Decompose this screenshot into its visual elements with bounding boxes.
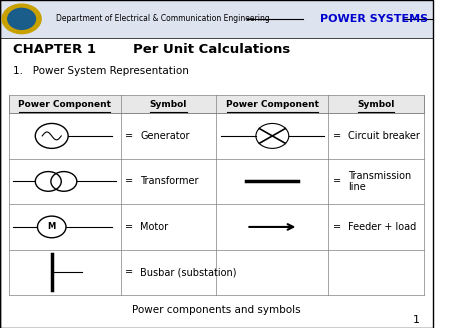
Text: =: = xyxy=(333,222,341,232)
Text: POWER SYSTEMS: POWER SYSTEMS xyxy=(320,14,428,24)
Text: Department of Electrical & Communication Engineering: Department of Electrical & Communication… xyxy=(56,14,270,23)
Text: Busbar (substation): Busbar (substation) xyxy=(140,267,237,277)
Text: 1: 1 xyxy=(413,315,419,325)
Text: Power components and symbols: Power components and symbols xyxy=(132,305,301,315)
Text: Power Component: Power Component xyxy=(226,100,319,109)
Text: Symbol: Symbol xyxy=(357,100,395,109)
Text: M: M xyxy=(48,222,56,232)
FancyBboxPatch shape xyxy=(9,95,424,113)
Text: Transformer: Transformer xyxy=(140,176,199,186)
Text: Transmission
line: Transmission line xyxy=(348,171,411,192)
Circle shape xyxy=(8,9,36,29)
Text: Motor: Motor xyxy=(140,222,168,232)
Text: =: = xyxy=(333,176,341,186)
Text: =: = xyxy=(333,131,341,141)
Text: Feeder + load: Feeder + load xyxy=(348,222,416,232)
Text: =: = xyxy=(125,222,133,232)
Text: Circuit breaker: Circuit breaker xyxy=(348,131,420,141)
Text: Generator: Generator xyxy=(140,131,190,141)
Text: 1.   Power System Representation: 1. Power System Representation xyxy=(13,66,189,75)
Text: =: = xyxy=(125,267,133,277)
Text: Symbol: Symbol xyxy=(150,100,187,109)
Text: CHAPTER 1        Per Unit Calculations: CHAPTER 1 Per Unit Calculations xyxy=(13,43,290,56)
Text: Power Component: Power Component xyxy=(18,100,111,109)
Text: =: = xyxy=(125,131,133,141)
Circle shape xyxy=(2,4,41,34)
FancyBboxPatch shape xyxy=(0,0,432,38)
Text: =: = xyxy=(125,176,133,186)
